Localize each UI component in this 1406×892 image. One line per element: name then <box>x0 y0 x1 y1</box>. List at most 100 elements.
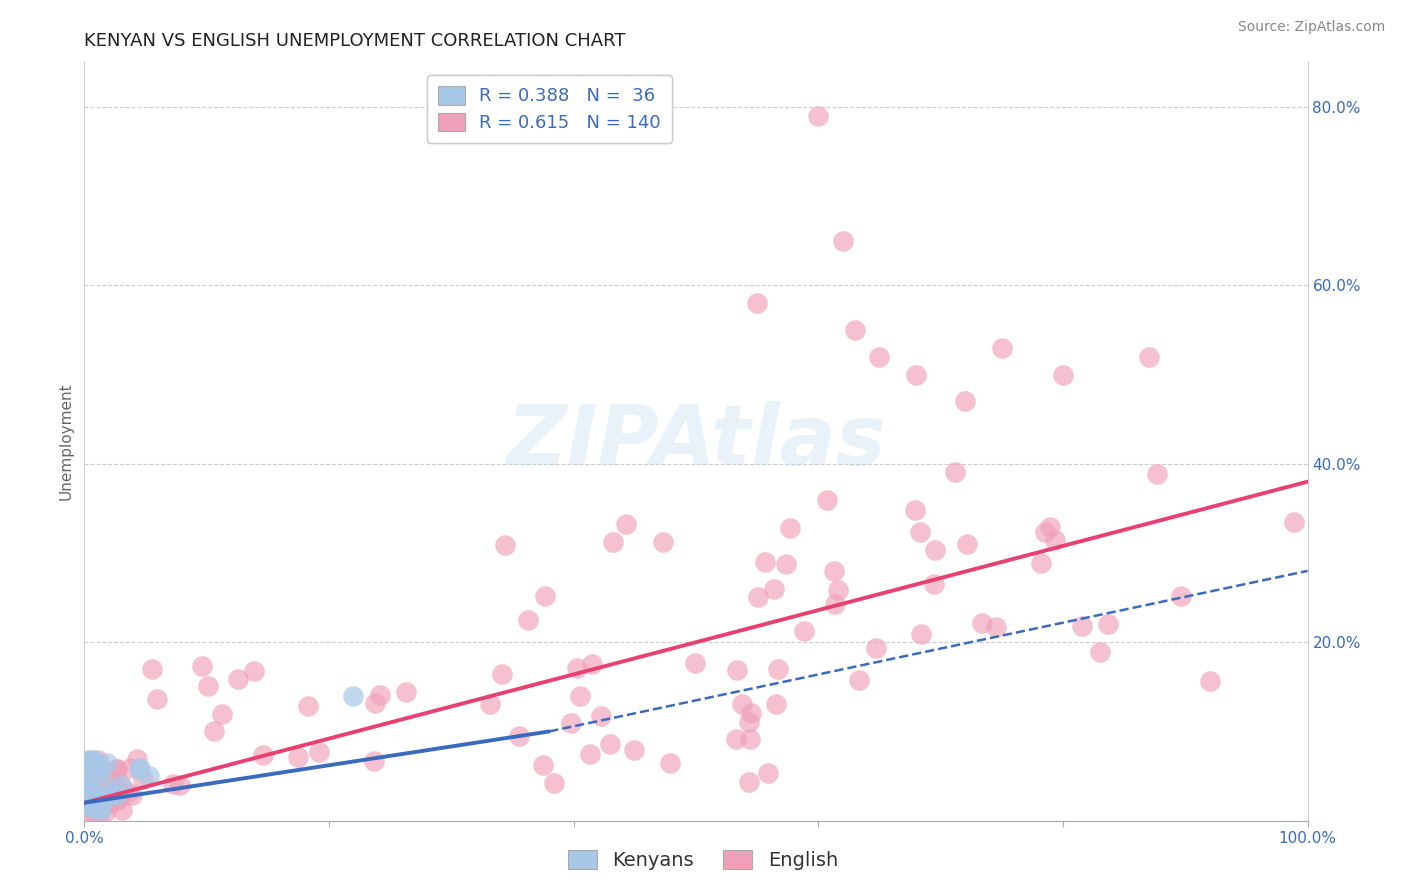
Point <box>226 672 249 686</box>
Point <box>1031 556 1053 570</box>
Point <box>105 763 128 777</box>
Point <box>84 770 107 784</box>
Point <box>101 779 124 793</box>
Point <box>568 689 591 703</box>
Point <box>90 772 112 787</box>
Point <box>75 789 97 804</box>
Point <box>75 797 97 812</box>
Point <box>82 790 104 805</box>
Point <box>75 798 97 813</box>
Point <box>96 804 118 818</box>
Point <box>89 807 111 822</box>
Point <box>110 803 132 817</box>
Point <box>80 753 103 767</box>
Point <box>1170 589 1192 603</box>
Legend: R = 0.388   N =  36, R = 0.615   N = 140: R = 0.388 N = 36, R = 0.615 N = 140 <box>427 75 672 143</box>
Point <box>953 394 976 409</box>
Point <box>1146 467 1168 481</box>
Point <box>162 777 184 791</box>
Point <box>75 790 97 805</box>
Point <box>363 754 385 768</box>
Point <box>308 745 330 759</box>
Point <box>121 788 143 802</box>
Point <box>97 789 120 803</box>
Point <box>581 657 603 672</box>
Point <box>1071 619 1094 633</box>
Point <box>82 801 104 815</box>
Point <box>125 752 148 766</box>
Text: KENYAN VS ENGLISH UNEMPLOYMENT CORRELATION CHART: KENYAN VS ENGLISH UNEMPLOYMENT CORRELATI… <box>84 32 626 50</box>
Point <box>1097 617 1119 632</box>
Point <box>738 731 761 746</box>
Point <box>775 558 797 572</box>
Point <box>77 795 100 809</box>
Point <box>905 368 928 382</box>
Point <box>815 493 838 508</box>
Point <box>145 691 167 706</box>
Point <box>614 516 637 531</box>
Point <box>79 795 101 809</box>
Point <box>76 753 98 767</box>
Point <box>1033 524 1056 539</box>
Point <box>494 538 516 552</box>
Point <box>910 627 932 641</box>
Point <box>169 778 191 792</box>
Point <box>82 802 104 816</box>
Point <box>76 756 98 770</box>
Point <box>86 780 108 794</box>
Point <box>243 664 266 678</box>
Point <box>395 684 418 698</box>
Point <box>370 688 392 702</box>
Point <box>762 582 785 596</box>
Point <box>90 789 112 804</box>
Point <box>252 748 274 763</box>
Point <box>89 780 111 795</box>
Point <box>76 793 98 807</box>
Point <box>1199 674 1222 689</box>
Point <box>1052 368 1074 382</box>
Point <box>96 756 118 770</box>
Point <box>599 737 621 751</box>
Point <box>77 798 100 813</box>
Point <box>101 787 124 801</box>
Point <box>105 792 128 806</box>
Point <box>90 799 112 814</box>
Text: ZIPAtlas: ZIPAtlas <box>506 401 886 482</box>
Point <box>87 753 110 767</box>
Point <box>725 663 748 677</box>
Point <box>96 768 118 782</box>
Point <box>991 341 1014 355</box>
Point <box>491 666 513 681</box>
Point <box>110 778 132 792</box>
Y-axis label: Unemployment: Unemployment <box>58 383 73 500</box>
Point <box>591 709 613 723</box>
Point <box>94 797 117 811</box>
Point <box>793 624 815 638</box>
Point <box>531 757 554 772</box>
Point <box>197 679 219 693</box>
Point <box>844 323 866 337</box>
Point <box>202 724 225 739</box>
Point <box>104 780 127 795</box>
Point <box>83 755 105 769</box>
Point <box>80 788 103 802</box>
Point <box>105 788 128 802</box>
Point <box>824 597 846 611</box>
Point <box>740 706 762 720</box>
Point <box>1088 645 1111 659</box>
Point <box>110 778 132 792</box>
Point <box>77 777 100 791</box>
Point <box>82 753 104 767</box>
Point <box>141 662 163 676</box>
Point <box>567 660 589 674</box>
Point <box>533 589 555 603</box>
Point <box>1137 350 1160 364</box>
Point <box>75 786 97 800</box>
Legend: Kenyans, English: Kenyans, English <box>560 842 846 878</box>
Point <box>956 537 979 551</box>
Point <box>517 613 540 627</box>
Point <box>75 790 97 805</box>
Point <box>986 619 1008 633</box>
Point <box>76 775 98 789</box>
Point <box>77 775 100 789</box>
